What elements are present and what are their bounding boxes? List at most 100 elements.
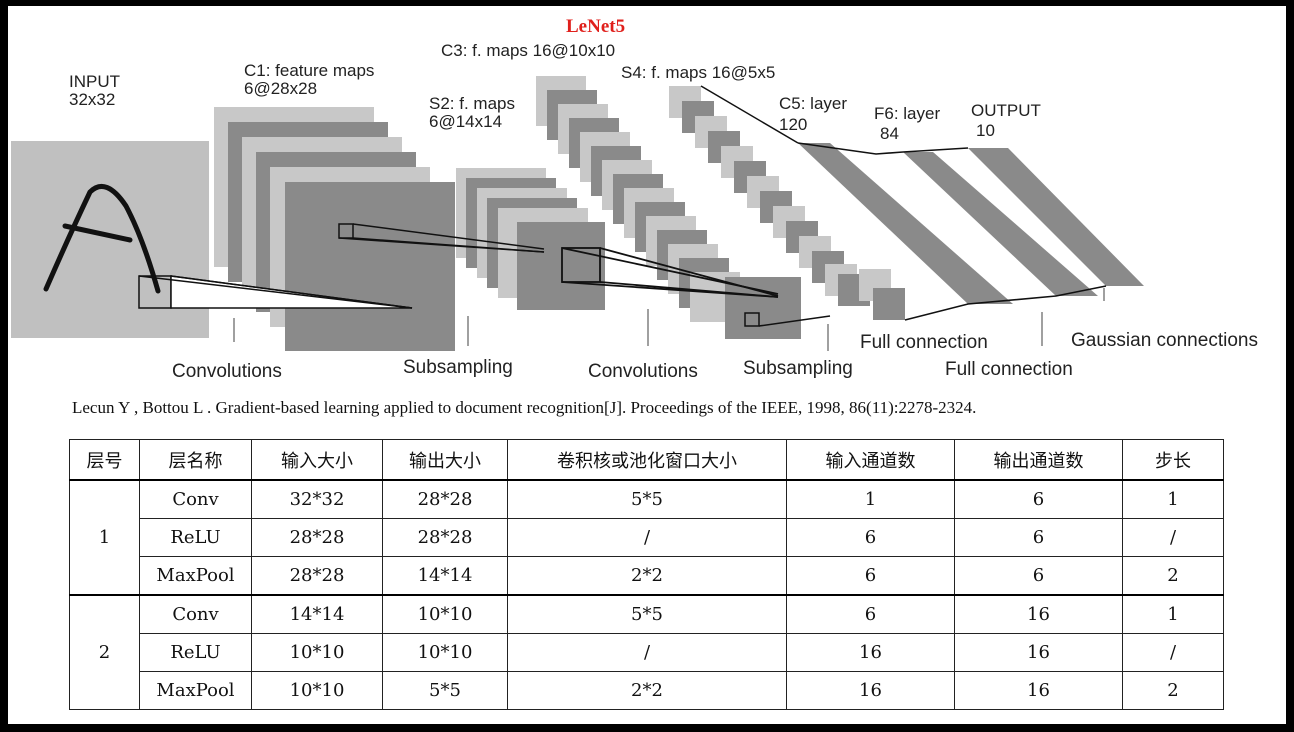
table-cell: 14*14: [382, 556, 508, 596]
input-label-line1: INPUT: [69, 72, 120, 91]
table-cell: ReLU: [139, 518, 252, 557]
table-cell: 16: [786, 671, 955, 710]
output-label-line2: 10: [976, 121, 995, 140]
table-cell: 2*2: [507, 556, 787, 596]
header-cell: 输入大小: [251, 439, 383, 481]
table-cell: 16: [954, 594, 1123, 634]
s2-feature-maps: [456, 168, 605, 310]
table-cell: 28*28: [382, 518, 508, 557]
c1-label-line1: C1: feature maps: [244, 61, 374, 80]
c5-label-line1: C5: layer: [779, 94, 847, 113]
header-cell: 步长: [1122, 439, 1224, 481]
table-cell: 28*28: [382, 479, 508, 519]
table-cell: 14*14: [251, 594, 383, 634]
table-cell: 28*28: [251, 518, 383, 557]
c3-label: C3: f. maps 16@10x10: [441, 41, 615, 60]
f6-label-line1: F6: layer: [874, 104, 940, 123]
header-cell: 输出大小: [382, 439, 508, 481]
lenet5-architecture-diagram: LeNet5 INPUT 32x32 C1: feature maps 6@28…: [11, 16, 1258, 382]
op-subsampling-1: Subsampling: [403, 357, 513, 378]
slide: LeNet5 INPUT 32x32 C1: feature maps 6@28…: [8, 6, 1286, 724]
table-cell: 10*10: [251, 633, 383, 672]
op-convolutions-1: Convolutions: [172, 361, 282, 382]
s2-label-line1: S2: f. maps: [429, 94, 515, 113]
table-cell: Conv: [139, 479, 252, 519]
c3-feature-maps: [536, 76, 801, 339]
s4-top-edge: [700, 85, 799, 144]
table-cell: 5*5: [507, 479, 787, 519]
layer-number-cell: 1: [69, 479, 140, 596]
header-cell: 输出通道数: [954, 439, 1123, 481]
table-cell: 6: [954, 479, 1123, 519]
table-cell: 16: [954, 633, 1123, 672]
table-row: ReLU 28*28 28*28 / 6 6 /: [70, 518, 1224, 557]
diagram-title: LeNet5: [566, 16, 625, 37]
table-cell: ReLU: [139, 633, 252, 672]
table-cell: 1: [786, 479, 955, 519]
table-cell: /: [1122, 633, 1224, 672]
c3-receptive-field: [744, 312, 760, 327]
table-cell: 2*2: [507, 671, 787, 710]
c1-feature-maps: [214, 107, 455, 351]
table-cell: 16: [954, 671, 1123, 710]
header-cell: 层号: [69, 439, 140, 481]
table-cell: 10*10: [382, 594, 508, 634]
table-cell: MaxPool: [139, 671, 252, 710]
op-full-connection-1: Full connection: [860, 332, 988, 353]
table-cell: 6: [786, 518, 955, 557]
table-row: MaxPool 28*28 14*14 2*2 6 6 2: [70, 556, 1224, 596]
table-row: 2 Conv 14*14 10*10 5*5 6 16 1: [69, 594, 1224, 710]
s4-label: S4: f. maps 16@5x5: [621, 63, 775, 82]
op-gaussian-connections: Gaussian connections: [1071, 330, 1258, 351]
projection-c1-to-s2: [338, 223, 545, 253]
header-cell: 卷积核或池化窗口大小: [507, 439, 787, 481]
table-cell: 16: [786, 633, 955, 672]
layer-number-cell: 2: [69, 594, 140, 710]
table-cell: 32*32: [251, 479, 383, 519]
table-row: ReLU 10*10 10*10 / 16 16 /: [70, 633, 1224, 672]
layer-table: 层号 层名称 输入大小 输出大小 卷积核或池化窗口大小 输入通道数 输出通道数 …: [69, 439, 1224, 710]
input-label-line2: 32x32: [69, 90, 115, 109]
table-cell: 6: [954, 556, 1123, 596]
table-cell: 10*10: [251, 671, 383, 710]
table-cell: 6: [786, 594, 955, 634]
table-cell: /: [1122, 518, 1224, 557]
table-cell: 10*10: [382, 633, 508, 672]
table-cell: 28*28: [251, 556, 383, 596]
table-cell: 5*5: [507, 594, 787, 634]
table-cell: 6: [954, 518, 1123, 557]
table-row: MaxPool 10*10 5*5 2*2 16 16 2: [70, 671, 1224, 710]
header-cell: 输入通道数: [786, 439, 955, 481]
f6-to-output-band: [903, 152, 1098, 296]
c1-label-line2: 6@28x28: [244, 79, 317, 98]
table-header-row: 层号 层名称 输入大小 输出大小 卷积核或池化窗口大小 输入通道数 输出通道数 …: [69, 439, 1224, 481]
projection-s2-to-c3: [561, 247, 779, 298]
c5-label-line2: 120: [779, 115, 807, 134]
table-cell: 1: [1122, 594, 1224, 634]
s4-feature-maps: [669, 86, 905, 320]
s2-receptive-field: [561, 247, 601, 283]
op-convolutions-2: Convolutions: [588, 361, 698, 382]
table-cell: /: [507, 518, 787, 557]
projection-input-to-c1: [138, 275, 413, 309]
f6-label-line2: 84: [880, 124, 899, 143]
citation: Lecun Y , Bottou L . Gradient-based lear…: [72, 398, 977, 417]
table-cell: 2: [1122, 556, 1224, 596]
table-cell: 2: [1122, 671, 1224, 710]
table-cell: MaxPool: [139, 556, 252, 596]
table-cell: 5*5: [382, 671, 508, 710]
s2-label-line2: 6@14x14: [429, 112, 502, 131]
header-cell: 层名称: [139, 439, 252, 481]
input-letter-a: [43, 183, 161, 294]
operation-ticks: [233, 288, 1105, 351]
output-band: [968, 148, 1144, 286]
table-cell: Conv: [139, 594, 252, 634]
table-cell: 1: [1122, 479, 1224, 519]
table-row: 1 Conv 32*32 28*28 5*5 1 6 1: [69, 479, 1224, 596]
table-cell: 6: [786, 556, 955, 596]
output-label-line1: OUTPUT: [971, 101, 1041, 120]
input-letter-a-bar: [62, 223, 133, 243]
table-cell: /: [507, 633, 787, 672]
op-full-connection-2: Full connection: [945, 359, 1073, 380]
op-subsampling-2: Subsampling: [743, 358, 853, 379]
